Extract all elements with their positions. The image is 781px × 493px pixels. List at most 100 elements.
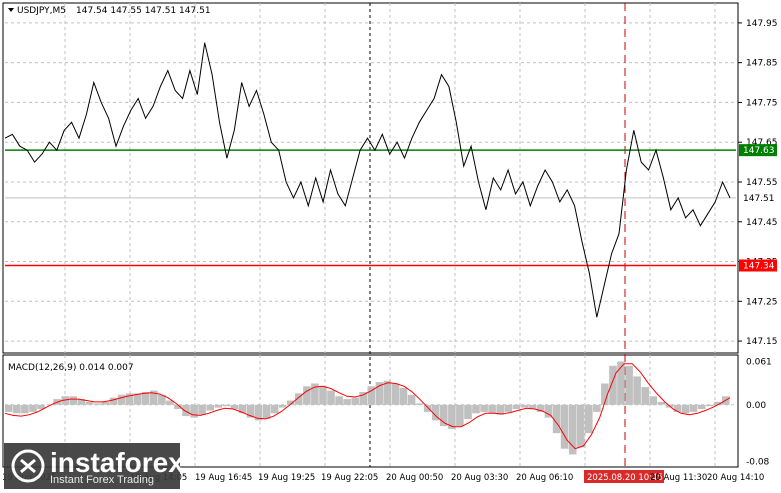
instaforex-logo-icon [11, 449, 45, 483]
price-tick-label: 147.75 [746, 98, 778, 108]
macd-bar [262, 404, 271, 419]
macd-label: MACD(12,26,9) 0.014 0.007 [8, 363, 134, 373]
macd-bar [689, 404, 698, 412]
macd-bar [649, 396, 657, 405]
green-level-badge: 147.63 [743, 146, 775, 156]
macd-bar [464, 404, 472, 419]
macd-bar [568, 404, 577, 455]
macd-bar [214, 404, 222, 408]
macd-bar [520, 404, 529, 408]
macd-bar [391, 383, 400, 405]
time-tick-label: 19 Aug 19:25 [258, 473, 315, 483]
macd-bar [295, 393, 303, 405]
macd-bar [609, 365, 617, 405]
price-tick-label: 147.85 [746, 59, 778, 69]
price-tick-label: 147.65 [746, 138, 778, 148]
time-tick-label: 20 Aug 14:10 [707, 473, 764, 483]
macd-bar [37, 404, 45, 410]
macd-bar [117, 394, 126, 405]
macd-bar [335, 396, 343, 405]
macd-bar [246, 404, 255, 418]
macd-bar [512, 404, 521, 410]
macd-bar [101, 401, 110, 405]
macd-signal-line [4, 363, 731, 450]
macd-bar [182, 404, 190, 417]
level-lines [5, 149, 736, 267]
macd-bar [150, 390, 158, 405]
macd-histogram [5, 361, 730, 455]
macd-tick-label: 0.061 [746, 358, 772, 368]
macd-bar [125, 393, 134, 405]
macd-bar [254, 404, 263, 421]
time-tick-label: 20 Aug 00:50 [386, 473, 443, 483]
macd-bar [423, 404, 432, 412]
logo-tagline: Instant Forex Trading [50, 474, 154, 486]
green-level-badge-bg [739, 144, 777, 157]
macd-bar [286, 400, 295, 405]
macd-bar [560, 404, 569, 449]
macd-axis: 0.061 0.00 -0.08 [746, 358, 772, 468]
macd-bar [21, 404, 29, 414]
instaforex-logo: instaforex Instant Forex Trading [4, 443, 184, 489]
macd-bar [319, 386, 327, 405]
macd-bar [440, 404, 448, 427]
macd-bar [359, 392, 367, 405]
macd-bar [109, 397, 118, 405]
price-line [4, 42, 731, 318]
macd-bar [544, 404, 553, 418]
highlight-time-label: 2025.08.20 10:45 [587, 473, 663, 483]
macd-bar [278, 404, 287, 408]
macd-bar [496, 404, 504, 415]
price-tick-label: 147.45 [746, 218, 778, 228]
time-tick-label: 19 Aug 22:05 [321, 473, 378, 483]
macd-bar [576, 404, 585, 448]
macd-bar [351, 397, 359, 405]
macd-bar [343, 399, 351, 405]
price-tick-label: 147.55 [746, 178, 778, 188]
ohlc-label: 147.54 147.55 147.51 147.51 [76, 6, 211, 16]
macd-bar [13, 404, 21, 414]
current-price-badge: 147.51 [743, 194, 775, 204]
macd-bar [472, 404, 480, 414]
macd-bar [303, 386, 311, 405]
macd-bar [29, 404, 37, 412]
macd-bar [504, 404, 512, 412]
grid-lines [5, 3, 736, 467]
macd-bar [327, 390, 335, 405]
macd-bar [625, 365, 633, 405]
macd-bar [230, 404, 239, 410]
macd-bar [174, 404, 182, 410]
time-tick-label: 20 Aug 03:30 [451, 473, 508, 483]
time-tick-label: 19 Aug 16:45 [195, 473, 252, 483]
price-tick-label: 147.95 [746, 19, 778, 29]
macd-bar [383, 380, 392, 405]
macd-bar [681, 404, 690, 414]
macd-bar [133, 393, 142, 405]
price-tick-label: 147.15 [746, 337, 778, 347]
macd-bar [158, 394, 166, 405]
macd-bar [166, 400, 174, 405]
macd-bar [536, 404, 545, 412]
macd-bar [713, 401, 722, 405]
macd-bar [657, 401, 666, 405]
macd-bar [697, 404, 706, 410]
current-price-badge-bg [739, 191, 777, 204]
macd-bar [77, 399, 86, 405]
macd-bar [705, 404, 714, 407]
macd-bar [399, 387, 408, 405]
macd-bar [585, 404, 593, 434]
macd-bar [673, 404, 682, 412]
macd-bar [270, 404, 279, 414]
macd-bar [601, 383, 609, 405]
macd-bar [222, 404, 231, 407]
macd-bar [617, 361, 625, 405]
logo-name: instaforex [50, 447, 184, 478]
macd-tick-label: 0.00 [746, 401, 766, 411]
macd-bar [61, 396, 69, 405]
macd-bar [93, 403, 102, 405]
triangle-down-icon[interactable] [8, 8, 14, 12]
macd-bar [198, 404, 206, 415]
price-tick-label: 147.25 [746, 297, 778, 307]
